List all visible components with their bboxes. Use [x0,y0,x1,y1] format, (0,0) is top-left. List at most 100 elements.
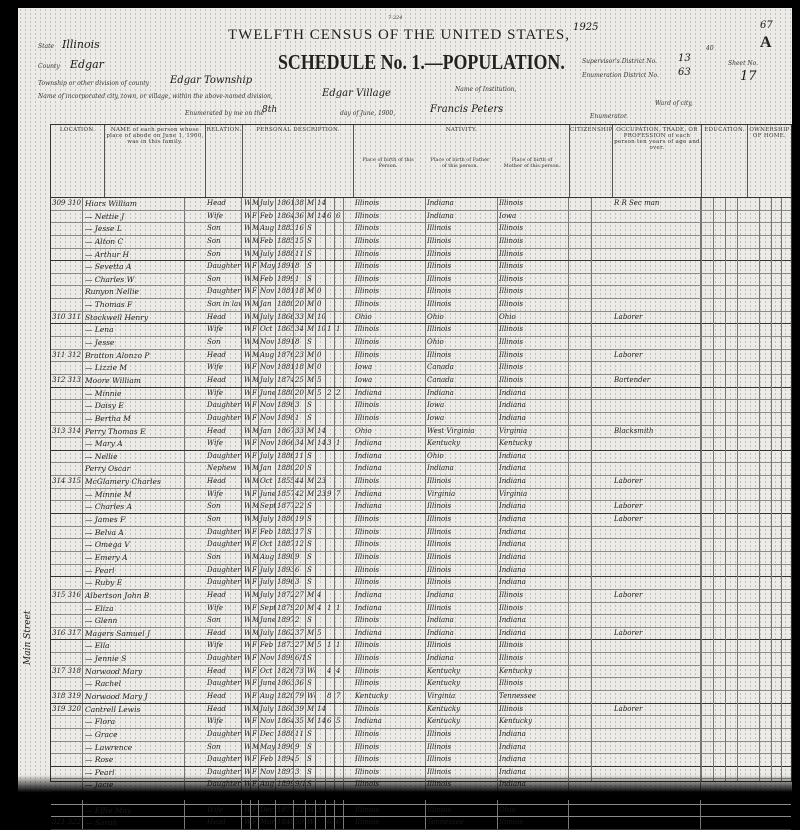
cell-color: W [243,198,251,210]
cell-age: 33 [294,311,306,324]
cell-marital: S [306,551,316,564]
cell-birthplace: Indiana [354,589,426,602]
cell-color: W [243,412,251,425]
cell-years-married: 10 [316,324,326,337]
cell-marital: M [306,703,316,716]
cell-marital: Wd [306,665,316,678]
cell-father-birthplace: Illinois [426,577,498,589]
cell-color: W [243,476,251,488]
cell-children-born: 6 [326,210,335,223]
cell-birth-year: 1855 [276,476,294,488]
cell-mother-birthplace: Indiana [498,514,569,526]
cell-age: 6 [294,564,306,577]
cell-children-born: 1 [326,602,335,615]
cell-mother-birthplace: Illinois [498,374,569,387]
cell-occupation [613,488,701,501]
cell-occupation: Laborer [613,627,701,640]
cell-age: 44 [294,476,306,488]
cell-dwelling-family [51,539,83,551]
cell-birth-year: 1864 [276,210,294,223]
cell-birth-year: 1881 [276,362,294,374]
cell-mother-birthplace: Illinois [498,261,569,273]
cell-children-living [335,450,344,463]
cell-relation: Head [206,311,242,324]
cell-marital: M [306,716,316,728]
cell-name: — Lizzie M [84,362,185,374]
cell-children-born [326,589,335,602]
cell-years-married: 23 [316,476,326,488]
township-value: Edgar Township [170,75,253,86]
cell-marital: M [306,286,316,299]
cell-dwelling-family [51,551,83,564]
cell-relation: Daughter [206,450,242,463]
cell-birth-month: May [259,741,276,754]
cell-name: — Ruby E [84,577,185,589]
cell-marital: S [306,235,316,248]
cell-birth-month: Nov [259,766,276,779]
cell-years-married [316,615,326,627]
cell-dwelling-family [51,602,83,615]
cell-years-married: 0 [316,286,326,299]
cell-age: 23 [294,349,306,362]
table-row: 311 312 Bratton Alonzo P Head W M Aug 1876 23 M 0… [51,349,791,363]
cell-children-living [335,349,344,362]
cell-children-born [326,248,335,261]
cell-mother-birthplace: Illinois [498,602,569,615]
cell-name: Runyon Nellie [84,286,185,299]
cell-children-living [335,235,344,248]
cell-children-born: 9 [326,488,335,501]
cell-marital: M [306,589,316,602]
cell-birth-month: July [259,577,276,589]
cell-birthplace: Illinois [354,286,426,299]
cell-sex: M [251,235,259,248]
cell-years-married: 10 [316,311,326,324]
cell-birth-month: Nov [259,400,276,412]
cell-name: — Emery A [84,551,185,564]
cell-occupation: Laborer [613,703,701,716]
cell-years-married: 5 [316,387,326,400]
cell-age: 5 [294,754,306,766]
cell-children-born [326,311,335,324]
cell-mother-birthplace: Indiana [498,754,569,766]
cell-marital: M [306,425,316,438]
cell-sex: F [251,754,259,766]
cell-children-born [326,235,335,248]
cell-dwelling-family: 318 319 [51,690,83,703]
cell-years-married: 14 [316,198,326,210]
cell-sex: F [251,564,259,577]
cell-children-born [326,362,335,374]
cell-color: W [243,210,251,223]
cell-birthplace: Illinois [354,273,426,286]
cell-color: W [243,324,251,337]
cell-mother-birthplace: Illinois [498,640,569,653]
cell-children-living [335,804,344,817]
cell-color: W [243,349,251,362]
cell-name: — Pearl [84,564,185,577]
cell-occupation: Laborer [613,349,701,362]
cell-birth-month: Feb [259,526,276,539]
cell-marital: S [306,754,316,766]
cell-occupation [613,400,701,412]
cell-children-living [335,400,344,412]
cell-birth-month: Sept [259,602,276,615]
table-row: — Flora Wife W F Nov 1864 35 M 14 6 5 Indiana Kentuc… [51,716,791,729]
cell-age: 36 [294,210,306,223]
cell-birth-month: July [259,374,276,387]
cell-dwelling-family: 317 318 [51,665,83,678]
cell-children-living [335,501,344,514]
cell-years-married: 0 [316,349,326,362]
cell-children-born [326,526,335,539]
cell-name: — Pearl [84,766,185,779]
cell-mother-birthplace: Indiana [498,766,569,779]
cell-children-living: 1 [335,438,344,450]
cell-birth-year: 1886 [276,450,294,463]
cell-marital: S [306,514,316,526]
cell-relation: Head [206,476,242,488]
cell-birth-year: 1890 [276,551,294,564]
cell-occupation [613,210,701,223]
cell-name: — Nellie [84,450,185,463]
cell-age: 39 [294,703,306,716]
cell-sex: F [251,678,259,690]
cell-relation: Son [206,337,242,349]
cell-birthplace: Illinois [354,235,426,248]
